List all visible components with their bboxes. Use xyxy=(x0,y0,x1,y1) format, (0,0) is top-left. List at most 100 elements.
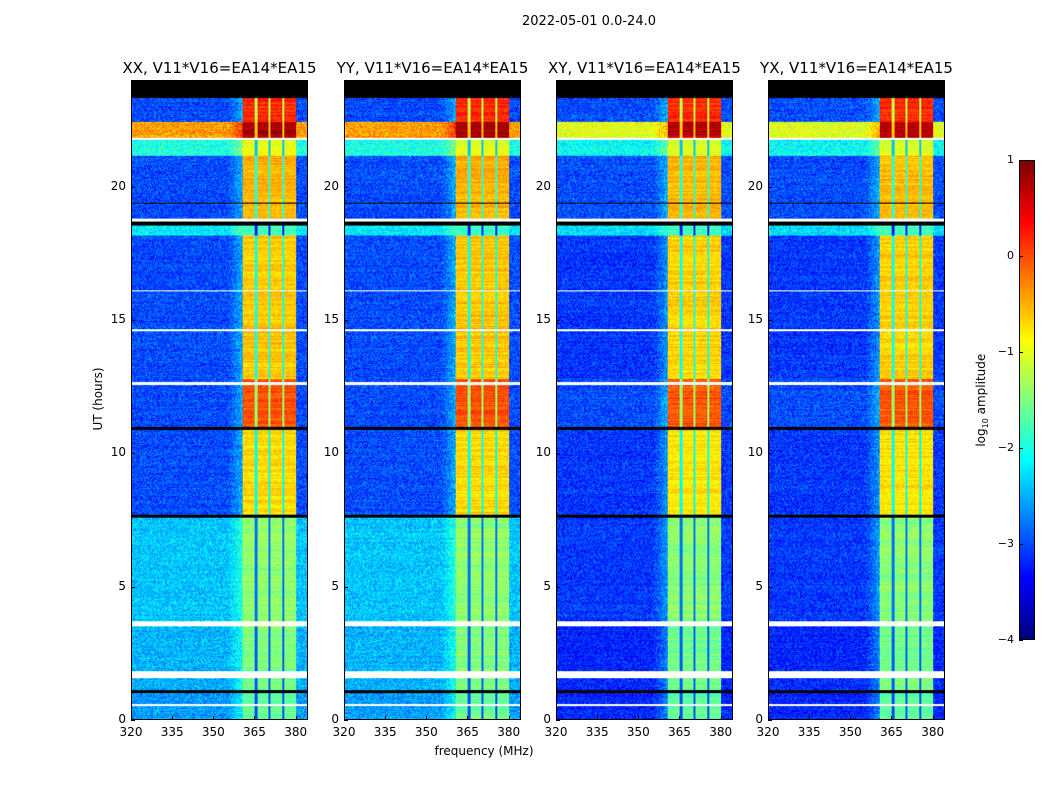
x-tick-mark xyxy=(679,716,681,720)
y-tick-mark xyxy=(556,186,560,188)
x-tick-mark xyxy=(556,716,557,720)
x-tick-label: 365 xyxy=(880,725,903,739)
y-tick-mark xyxy=(556,586,560,588)
x-tick-mark xyxy=(597,716,599,720)
heatmap-panel-yx xyxy=(768,80,945,720)
heatmap-image xyxy=(345,81,520,719)
y-tick-mark xyxy=(768,453,772,455)
y-tick-label: 15 xyxy=(323,312,339,326)
colorbar-tick-label: −1 xyxy=(997,345,1014,358)
y-tick-label: 20 xyxy=(323,178,339,193)
y-tick-mark xyxy=(131,453,135,455)
y-tick-mark xyxy=(768,720,772,721)
x-tick-mark xyxy=(426,716,428,720)
y-tick-mark xyxy=(556,320,560,321)
y-tick-label: 5 xyxy=(755,578,763,593)
y-tick-mark xyxy=(131,720,135,721)
y-tick-label: 10 xyxy=(110,445,126,460)
colorbar-tick-mark xyxy=(1019,352,1023,353)
x-tick-label: 380 xyxy=(284,725,308,739)
y-tick-mark xyxy=(768,320,772,321)
heatmap-panel-xy xyxy=(556,80,733,720)
y-tick-label: 15 xyxy=(535,312,551,326)
colorbar-tick-label: −4 xyxy=(997,633,1014,646)
heatmap-image xyxy=(557,81,732,719)
y-tick-mark xyxy=(131,186,135,188)
y-tick-label: 15 xyxy=(747,312,763,326)
x-tick-mark xyxy=(891,716,893,720)
y-tick-label: 20 xyxy=(747,178,763,193)
y-tick-mark xyxy=(344,453,348,455)
heatmap-panel-yy xyxy=(344,80,521,720)
y-tick-label: 5 xyxy=(543,578,551,593)
x-tick-label: 320 xyxy=(332,725,356,739)
colorbar-tick-label: 1 xyxy=(1007,153,1014,166)
y-tick-label: 0 xyxy=(755,712,763,726)
y-tick-label: 10 xyxy=(535,445,551,460)
x-axis-label: frequency (MHz) xyxy=(434,744,534,758)
x-tick-mark xyxy=(932,716,934,720)
y-tick-label: 20 xyxy=(535,178,551,193)
y-tick-mark xyxy=(556,720,560,721)
colorbar-tick-mark xyxy=(1019,640,1023,641)
colorbar xyxy=(1019,160,1035,640)
x-tick-mark xyxy=(850,716,852,720)
x-tick-label: 350 xyxy=(626,725,650,739)
y-tick-mark xyxy=(131,320,135,321)
x-tick-mark xyxy=(295,716,297,720)
y-tick-label: 10 xyxy=(747,445,763,460)
colorbar-tick-label: −3 xyxy=(997,537,1014,550)
colorbar-tick-mark xyxy=(1019,160,1023,161)
x-tick-label: 380 xyxy=(709,725,733,739)
x-tick-mark xyxy=(254,716,256,720)
y-tick-mark xyxy=(556,453,560,455)
x-tick-label: 320 xyxy=(544,725,568,739)
y-tick-label: 0 xyxy=(331,712,339,726)
y-tick-mark xyxy=(344,320,348,321)
x-tick-label: 335 xyxy=(160,725,184,739)
x-tick-label: 380 xyxy=(497,725,521,739)
x-tick-label: 320 xyxy=(119,725,143,739)
y-tick-label: 5 xyxy=(118,578,126,593)
x-tick-label: 365 xyxy=(456,725,479,739)
heatmap-image xyxy=(769,81,944,719)
x-tick-label: 335 xyxy=(585,725,609,739)
x-tick-label: 320 xyxy=(756,725,780,739)
x-tick-mark xyxy=(638,716,640,720)
x-tick-label: 350 xyxy=(201,725,225,739)
heatmap-image xyxy=(132,81,307,719)
y-tick-label: 20 xyxy=(110,178,126,193)
x-tick-label: 335 xyxy=(373,725,397,739)
x-tick-label: 350 xyxy=(838,725,862,739)
panel-title: XY, V11*V16=EA14*EA15 xyxy=(548,59,741,77)
x-tick-mark xyxy=(809,716,811,720)
x-tick-mark xyxy=(508,716,510,720)
colorbar-tick-label: 0 xyxy=(1007,249,1014,262)
y-tick-label: 10 xyxy=(323,445,339,460)
colorbar-tick-mark xyxy=(1019,448,1023,449)
x-tick-label: 365 xyxy=(668,725,691,739)
x-tick-mark xyxy=(385,716,387,720)
y-tick-label: 5 xyxy=(331,578,339,593)
x-tick-label: 350 xyxy=(414,725,438,739)
colorbar-tick-label: −2 xyxy=(997,441,1014,454)
x-tick-label: 335 xyxy=(797,725,821,739)
y-tick-mark xyxy=(344,586,348,588)
colorbar-tick-mark xyxy=(1019,544,1023,545)
y-tick-label: 15 xyxy=(110,312,126,326)
colorbar-tick-mark xyxy=(1019,256,1023,257)
x-tick-mark xyxy=(172,716,174,720)
heatmap-panel-xx xyxy=(131,80,308,720)
y-tick-label: 0 xyxy=(118,712,126,726)
x-tick-mark xyxy=(720,716,722,720)
y-tick-mark xyxy=(768,586,772,588)
y-tick-mark xyxy=(344,720,348,721)
y-axis-label: UT (hours) xyxy=(91,367,105,431)
panel-title: YX, V11*V16=EA14*EA15 xyxy=(760,59,953,77)
y-tick-mark xyxy=(344,186,348,188)
x-tick-mark xyxy=(213,716,215,720)
x-tick-mark xyxy=(344,716,345,720)
x-tick-label: 365 xyxy=(243,725,266,739)
y-tick-mark xyxy=(131,586,135,588)
